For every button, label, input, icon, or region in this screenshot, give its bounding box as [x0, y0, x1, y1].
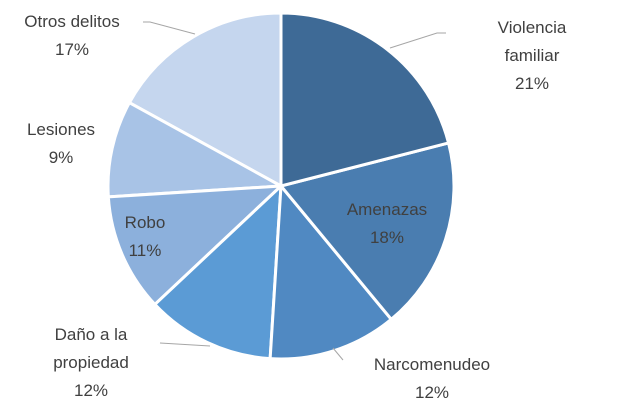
leader-line	[332, 347, 344, 361]
category-label: Violencia familiar	[497, 18, 567, 65]
slice-label: Narcomenudeo 12%	[374, 351, 490, 405]
slice-label: Daño a la propiedad 12%	[41, 321, 141, 405]
pie-slice	[106, 100, 287, 199]
slice-label: Otros delitos 17%	[24, 8, 119, 64]
value-label: 21%	[514, 74, 550, 93]
leader-line	[389, 32, 446, 49]
category-label: Amenazas	[346, 200, 428, 219]
value-label: 11%	[128, 241, 162, 260]
category-label: Daño a la propiedad	[53, 325, 129, 372]
slice-label: Robo 11%	[125, 209, 166, 265]
slice-label: Lesiones 9%	[27, 116, 95, 172]
leader-line	[159, 342, 211, 347]
pie-slice	[106, 184, 286, 307]
category-label: Robo	[124, 213, 166, 232]
pie-slice	[268, 182, 394, 361]
slice-label: Violencia familiar 21%	[489, 14, 575, 98]
pie-slice	[278, 141, 456, 322]
category-label: Otros delitos	[24, 12, 120, 31]
value-label: 12%	[73, 381, 109, 400]
value-label: 18%	[369, 228, 405, 247]
leader-lines	[143, 21, 446, 361]
category-label: Lesiones	[26, 120, 96, 139]
pie-slice	[152, 182, 283, 361]
leader-line	[143, 21, 196, 35]
value-label: 17%	[54, 40, 90, 59]
category-label: Narcomenudeo	[373, 355, 491, 374]
value-label: 9%	[48, 148, 74, 167]
pie-slice	[279, 11, 451, 188]
value-label: 12%	[414, 383, 450, 402]
slice-label: Amenazas 18%	[347, 196, 427, 252]
pie-slice	[127, 11, 283, 189]
